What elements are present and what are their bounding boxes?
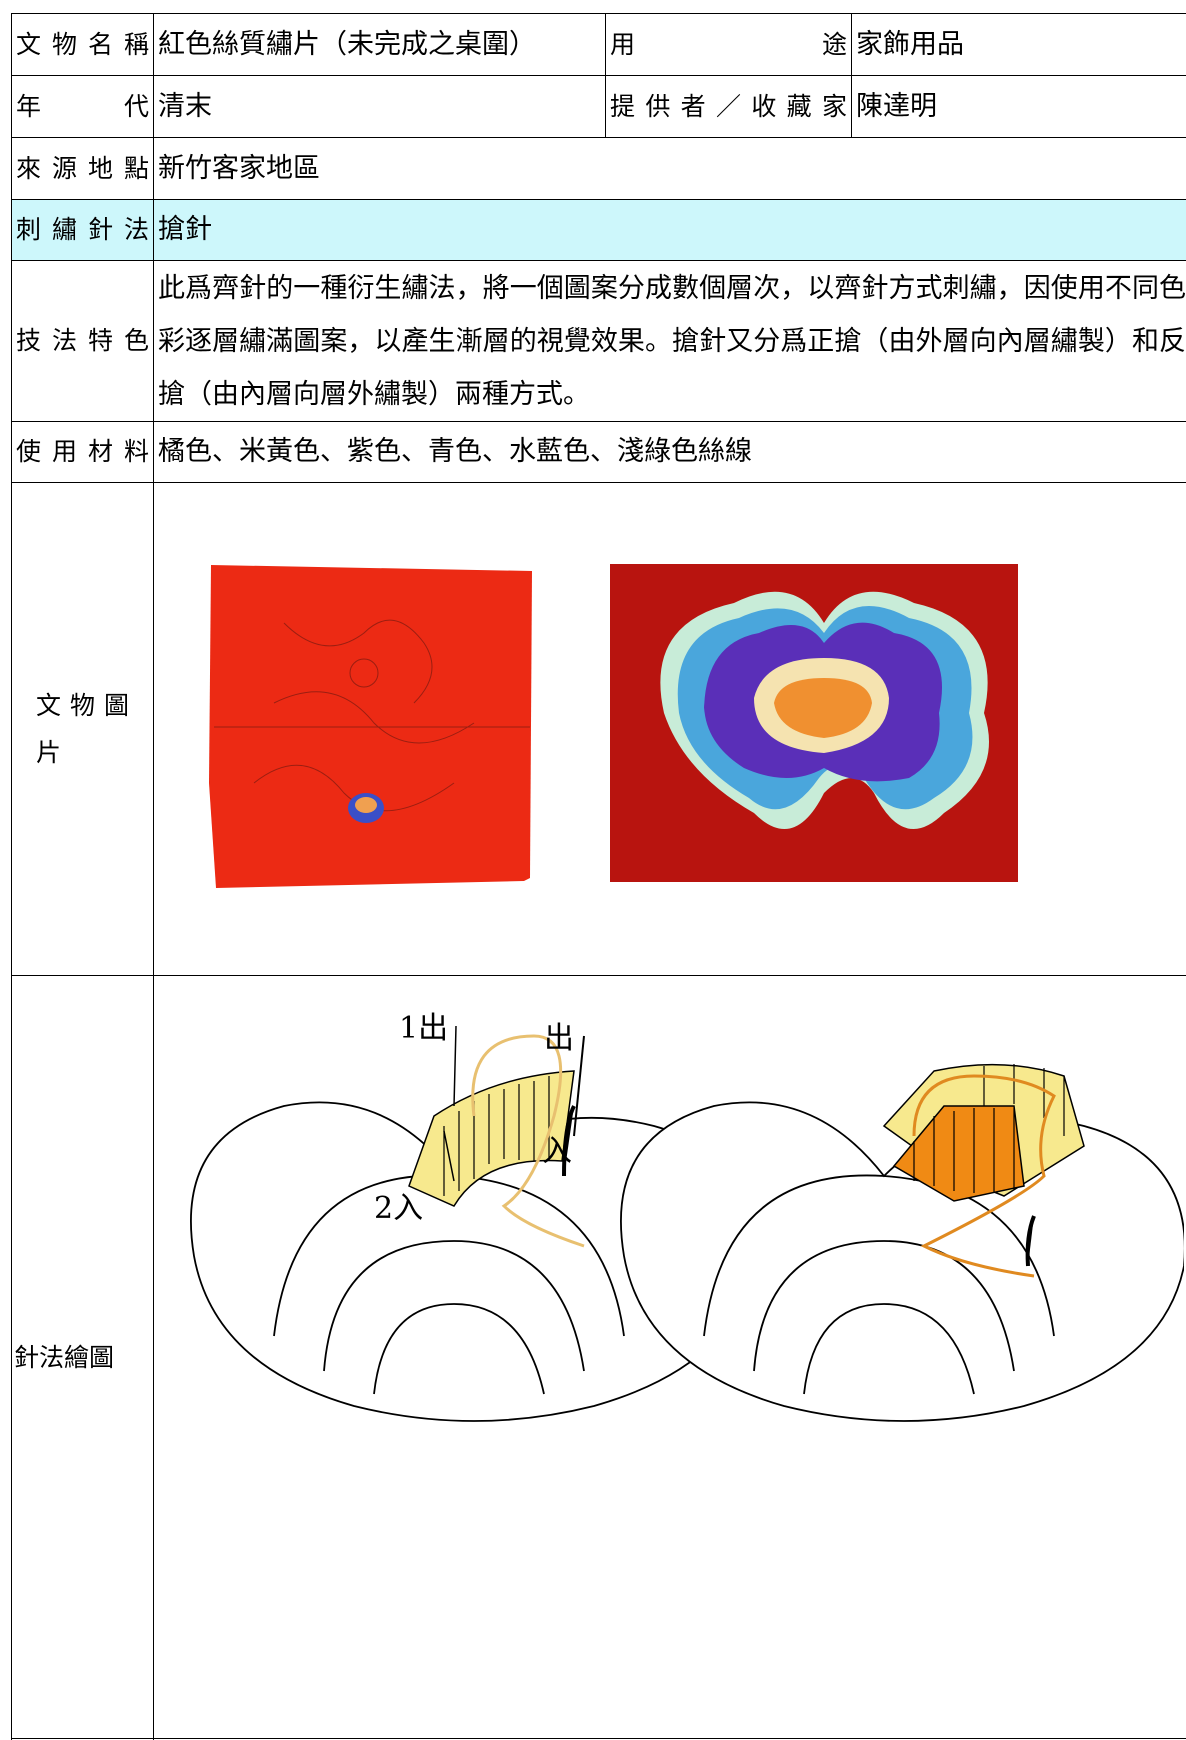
label: 用 途 xyxy=(610,29,847,59)
value-cell: 家飾用品 xyxy=(851,13,1186,75)
label-cell: 文物名稱 xyxy=(11,13,153,75)
label: 文物名稱 xyxy=(16,29,149,59)
value-cell: 此爲齊針的一種衍生繡法，將一個圖案分成數個層次，以齊針方式刺繡，因使用不同色彩逐… xyxy=(153,260,1186,421)
table-border xyxy=(11,1738,1186,1739)
label-cell: 年 代 xyxy=(11,75,153,137)
stitch-diagram: 1出 出入 2入 xyxy=(190,1011,1184,1422)
photo-cloth xyxy=(209,565,532,888)
label: 使用材料 xyxy=(16,437,149,467)
diagram-label: 2入 xyxy=(374,1191,423,1226)
label-cell: 文物圖片 xyxy=(11,482,153,975)
label-cell: 使用材料 xyxy=(11,421,153,482)
label: 刺繡針法 xyxy=(16,215,149,245)
value-cell: 紅色絲質繡片（未完成之桌圍） xyxy=(153,13,605,75)
label-cell: 刺繡針法 xyxy=(11,199,153,260)
value-cell: 清末 xyxy=(153,75,605,137)
label: 技法特色 xyxy=(16,326,149,356)
label-cell: 用 途 xyxy=(605,13,851,75)
value: 橘色、米黃色、紫色、青色、水藍色、淺綠色絲線 xyxy=(158,436,752,468)
value-cell: 陳達明 xyxy=(851,75,1186,137)
label-cell: 提供者／收藏家 xyxy=(605,75,851,137)
value: 搶針 xyxy=(158,214,212,246)
label: 文物圖片 xyxy=(36,690,129,768)
value-cell: 搶針 xyxy=(153,199,1186,260)
label: 年 代 xyxy=(16,91,149,121)
diagram-label: 入 xyxy=(542,1134,572,1169)
label: 提供者／收藏家 xyxy=(610,91,847,121)
value: 清末 xyxy=(158,90,212,122)
label-cell: 來源地點 xyxy=(11,137,153,199)
value: 家飾用品 xyxy=(856,28,964,60)
value: 陳達明 xyxy=(856,90,937,122)
label-cell: 技法特色 xyxy=(11,260,153,421)
label: 來源地點 xyxy=(16,153,149,183)
value-cell: 新竹客家地區 xyxy=(153,137,1186,199)
value: 此爲齊針的一種衍生繡法，將一個圖案分成數個層次，以齊針方式刺繡，因使用不同色彩逐… xyxy=(158,272,1186,410)
diagram-label: 1出 xyxy=(399,1011,448,1046)
photos xyxy=(209,564,1018,888)
value: 新竹客家地區 xyxy=(158,152,320,184)
image-cell xyxy=(153,482,1186,975)
label-cell: 針法繪圖 xyxy=(11,975,153,1740)
diagram-cell: 1出 出入 2入 xyxy=(153,975,1186,1740)
value-cell: 橘色、米黃色、紫色、青色、水藍色、淺綠色絲線 xyxy=(153,421,1186,482)
value: 紅色絲質繡片（未完成之桌圍） xyxy=(158,28,536,60)
label: 針法繪圖 xyxy=(14,1343,115,1373)
diagram-label: 出 xyxy=(544,1021,574,1056)
photo-detail xyxy=(610,564,1018,882)
